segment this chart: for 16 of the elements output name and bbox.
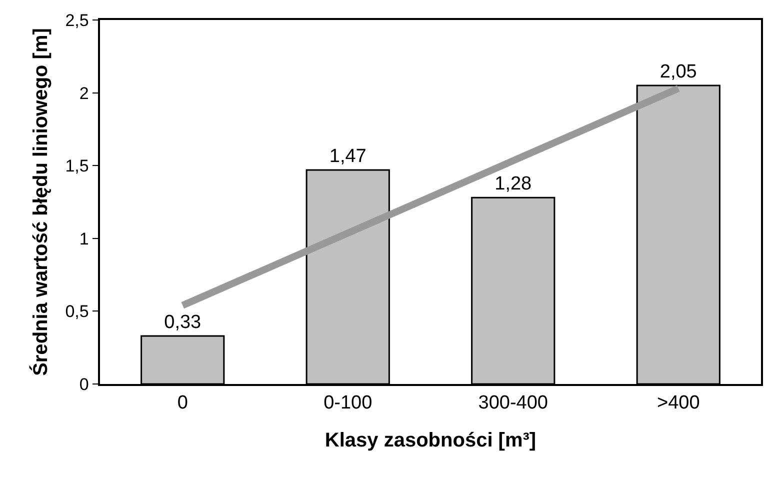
x-tick-label: >400 <box>656 392 700 414</box>
data-label: 0,33 <box>164 312 202 333</box>
y-tick-label: 2 <box>79 84 89 103</box>
x-tick-label: 0 <box>177 392 188 414</box>
data-label: 1,28 <box>494 174 532 195</box>
y-tick-label: 2,5 <box>65 10 89 30</box>
y-tick-label: 0,5 <box>65 302 89 322</box>
data-label: 1,47 <box>329 146 366 167</box>
data-label: 2,05 <box>660 62 697 83</box>
x-tick-label: 0-100 <box>324 392 372 414</box>
y-tick-label: 0 <box>79 374 89 394</box>
y-tick-label: 1,5 <box>65 156 89 176</box>
x-tick-label: 300-400 <box>478 392 548 414</box>
y-tick-label: 1 <box>79 229 89 248</box>
y-axis-title: Średnia wartość błędu liniowego [m] <box>29 28 52 376</box>
x-axis-title: Klasy zasobności [m³] <box>324 430 536 452</box>
